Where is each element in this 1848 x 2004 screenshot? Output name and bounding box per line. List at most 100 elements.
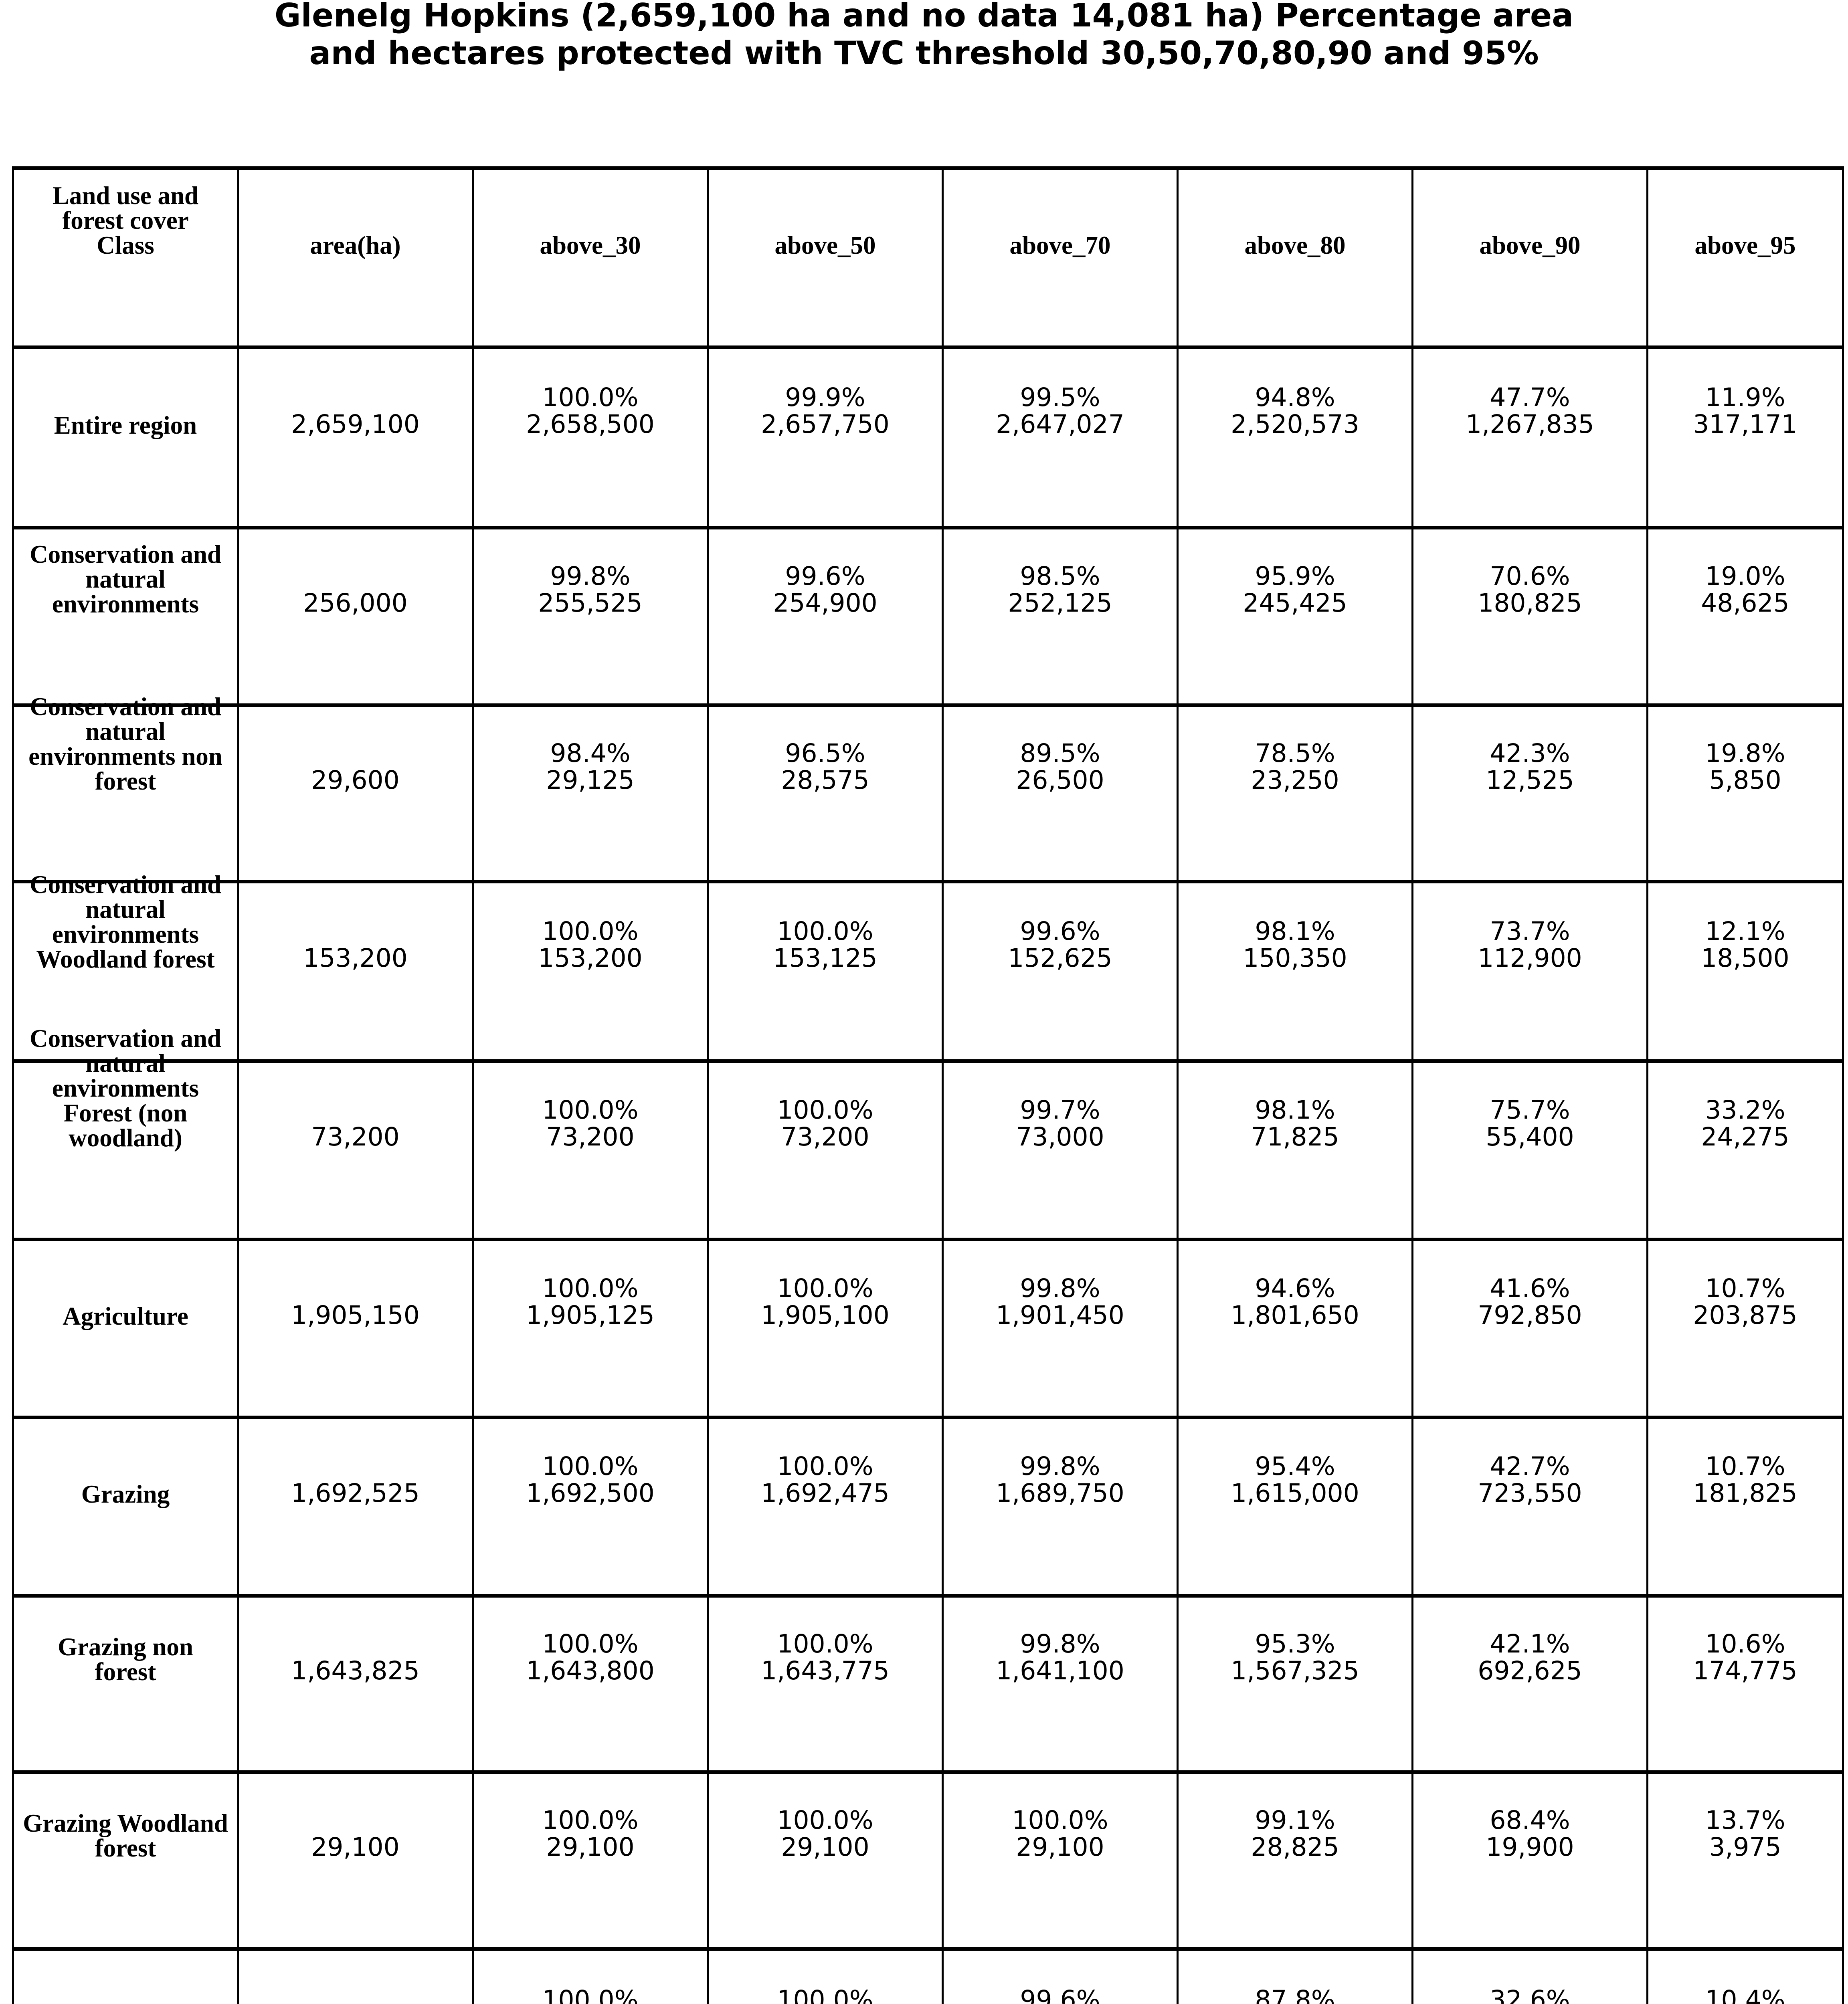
value-cell-text: 42.1% 692,625 xyxy=(1415,1630,1645,1684)
value-cell: 47.7% 1,267,835 xyxy=(1413,349,1648,529)
ha-value: 1,615,000 xyxy=(1231,1479,1359,1508)
value-cell-text: 89.5% 26,500 xyxy=(945,740,1175,794)
area-value: 1,905,150 xyxy=(291,1300,420,1330)
value-cell: 42.7% 723,550 xyxy=(1413,1419,1648,1598)
value-cell-text: 100.0% 1,643,775 xyxy=(710,1630,940,1684)
value-cell: 100.0% 2,658,500 xyxy=(474,349,709,529)
value-cell-text: 99.5% 2,647,027 xyxy=(945,384,1175,438)
column-header-label: above_70 xyxy=(1009,231,1111,259)
ha-value: 150,350 xyxy=(1243,943,1347,973)
value-cell-text: 100.0% 29,100 xyxy=(475,1807,705,1861)
value-cell: 10.7% 181,825 xyxy=(1648,1419,1842,1598)
value-cell-text: 100.0% 1,905,100 xyxy=(710,1275,940,1329)
ha-value: 73,000 xyxy=(1016,1122,1104,1151)
ha-value: 19,900 xyxy=(1486,1832,1574,1862)
area-cell: 153,200 xyxy=(239,883,474,1063)
pct-value: 99.6% xyxy=(785,562,865,591)
row-label-cell: Grazing Woodland forest xyxy=(14,1774,239,1951)
value-cell-text: 99.8% 255,525 xyxy=(475,563,705,616)
value-cell: 100.0% 73,200 xyxy=(709,1063,944,1241)
row-label-cell-text: Conservation and natural environments Fo… xyxy=(16,1026,235,1151)
value-cell: 32.6%68,800 xyxy=(1413,1951,1648,2004)
value-cell-text: 75.7% 55,400 xyxy=(1415,1097,1645,1150)
row-label-cell: Conservation and natural environments xyxy=(14,529,239,707)
value-cell-text: 100.0% 1,905,125 xyxy=(475,1275,705,1329)
ha-value: 2,657,750 xyxy=(761,409,890,439)
value-cell: 68.4% 19,900 xyxy=(1413,1774,1648,1951)
header-cell-1: above_30 xyxy=(474,170,709,349)
value-cell-text: 99.1% 28,825 xyxy=(1180,1807,1410,1861)
value-cell-text: 87.8%185,200 xyxy=(1180,1986,1410,2004)
pct-value: 42.7% xyxy=(1490,1452,1570,1481)
area-value: 153,200 xyxy=(303,943,408,973)
pct-value: 87.8% xyxy=(1255,1985,1335,2004)
value-cell: 99.9% 2,657,750 xyxy=(709,349,944,529)
ha-value: 1,905,100 xyxy=(761,1300,890,1330)
value-cell: 100.0% 73,200 xyxy=(474,1063,709,1241)
pct-value: 100.0% xyxy=(542,1806,639,1835)
row-label-cell-text: Grazing Woodland forest xyxy=(16,1811,235,1861)
ha-value: 29,125 xyxy=(546,765,635,795)
area-cell: 1,692,525 xyxy=(239,1419,474,1598)
value-cell: 42.1% 692,625 xyxy=(1413,1598,1648,1774)
pct-value: 94.8% xyxy=(1255,382,1335,412)
value-cell-text: 10.7% 203,875 xyxy=(1650,1275,1840,1329)
ha-value: 2,658,500 xyxy=(526,409,655,439)
area-cell: 1,905,150 xyxy=(239,1241,474,1419)
column-header-label: above_50 xyxy=(774,231,876,259)
value-cell-text: 33.2% 24,275 xyxy=(1650,1097,1840,1150)
row-label: Entire region xyxy=(54,411,197,439)
row-label: Grazing Woodland forest xyxy=(23,1809,228,1862)
ha-value: 2,520,573 xyxy=(1231,409,1359,439)
value-cell-text: 99.6% 254,900 xyxy=(710,563,940,616)
pct-value: 47.7% xyxy=(1490,382,1570,412)
row-label: Conservation and natural environments no… xyxy=(28,692,222,795)
ha-value: 18,500 xyxy=(1701,943,1789,973)
value-cell: 75.7% 55,400 xyxy=(1413,1063,1648,1241)
pct-value: 100.0% xyxy=(542,916,639,946)
value-cell: 99.8% 1,901,450 xyxy=(944,1241,1179,1419)
ha-value: 252,125 xyxy=(1008,588,1112,618)
pct-value: 99.7% xyxy=(1020,1095,1100,1125)
value-cell: 94.8% 2,520,573 xyxy=(1179,349,1413,529)
value-cell: 99.8% 255,525 xyxy=(474,529,709,707)
area-value: 1,692,525 xyxy=(291,1479,420,1508)
header-cell-2-text: above_50 xyxy=(710,233,940,258)
value-cell-text: 10.7% 181,825 xyxy=(1650,1453,1840,1507)
ha-value: 71,825 xyxy=(1251,1122,1339,1151)
pct-value: 99.8% xyxy=(550,562,631,591)
row-label-cell: Conservation and natural environments Wo… xyxy=(14,872,239,1063)
ha-value: 174,775 xyxy=(1693,1656,1797,1685)
pct-value: 100.0% xyxy=(542,1985,639,2004)
value-cell-text: 100.0% 73,200 xyxy=(475,1097,705,1150)
value-cell-text: 100.0% 29,100 xyxy=(945,1807,1175,1861)
column-header-label: area(ha) xyxy=(310,231,401,259)
ha-value: 792,850 xyxy=(1478,1300,1582,1330)
area-cell-text: 29,600 xyxy=(241,767,470,794)
value-cell: 13.7% 3,975 xyxy=(1648,1774,1842,1951)
value-cell: 100.0% 1,643,775 xyxy=(709,1598,944,1774)
ha-value: 692,625 xyxy=(1478,1656,1582,1685)
pct-value: 10.4% xyxy=(1705,1985,1785,2004)
ha-value: 1,567,325 xyxy=(1231,1656,1359,1685)
header-cell-5: above_90 xyxy=(1413,170,1648,349)
area-cell-text: 256,000 xyxy=(241,590,470,616)
value-cell: 19.8% 5,850 xyxy=(1648,707,1842,883)
row-label-cell-text: Entire region xyxy=(16,411,235,439)
value-cell-text: 70.6% 180,825 xyxy=(1415,563,1645,616)
area-cell: 29,600 xyxy=(239,707,474,883)
row-label: Conservation and natural environments xyxy=(30,540,221,618)
value-cell-text: 99.9% 2,657,750 xyxy=(710,384,940,438)
value-cell: 100.0%210,975 xyxy=(474,1951,709,2004)
ha-value: 24,275 xyxy=(1701,1122,1789,1151)
pct-value: 100.0% xyxy=(777,1095,873,1125)
column-header-label: above_90 xyxy=(1479,231,1581,259)
pct-value: 100.0% xyxy=(542,1095,639,1125)
ha-value: 2,647,027 xyxy=(996,409,1124,439)
value-cell: 96.5% 28,575 xyxy=(709,707,944,883)
ha-value: 28,575 xyxy=(781,765,869,795)
ha-value: 1,692,475 xyxy=(761,1479,890,1508)
pct-value: 96.5% xyxy=(785,738,865,768)
value-cell: 100.0% 1,905,100 xyxy=(709,1241,944,1419)
pct-value: 32.6% xyxy=(1490,1985,1570,2004)
